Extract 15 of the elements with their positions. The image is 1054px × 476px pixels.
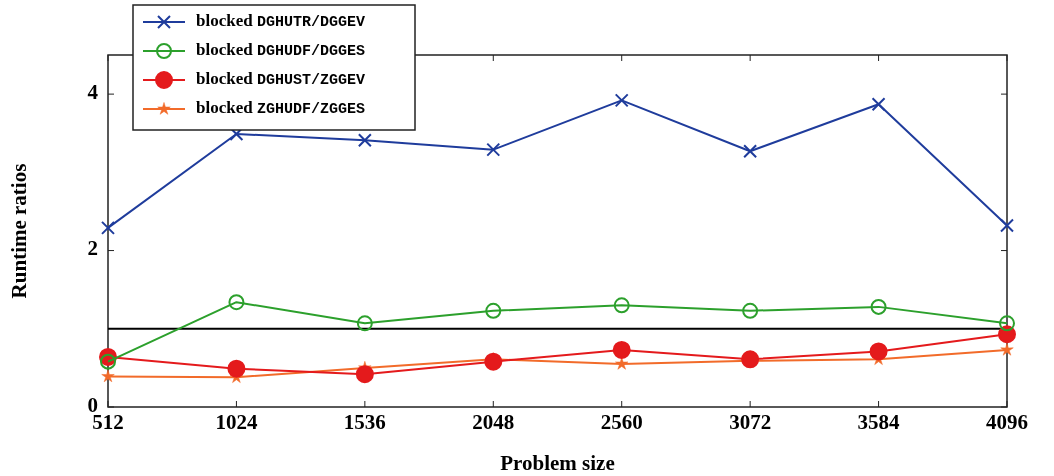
x-tick-label: 1536 [343, 410, 386, 434]
x-tick-label: 3584 [857, 410, 901, 434]
x-tick-label: 2560 [600, 410, 643, 434]
x-tick-label: 2048 [472, 410, 515, 434]
x-tick-label: 1024 [215, 410, 258, 434]
legend-label: blocked ZGHUDF/ZGGES [196, 97, 365, 118]
x-tick-label: 4096 [986, 410, 1028, 434]
y-tick-label: 4 [87, 79, 99, 104]
legend-label: blocked DGHUTR/DGGEV [196, 10, 365, 31]
y-tick-label: 2 [87, 236, 98, 261]
x-axis-title: Problem size [500, 451, 615, 475]
legend-label: blocked DGHUDF/DGGES [196, 39, 365, 60]
legend-label: blocked DGHUST/ZGGEV [196, 68, 365, 89]
x-tick-label: 3072 [729, 410, 772, 434]
y-axis-title: Runtime ratios [7, 163, 31, 299]
